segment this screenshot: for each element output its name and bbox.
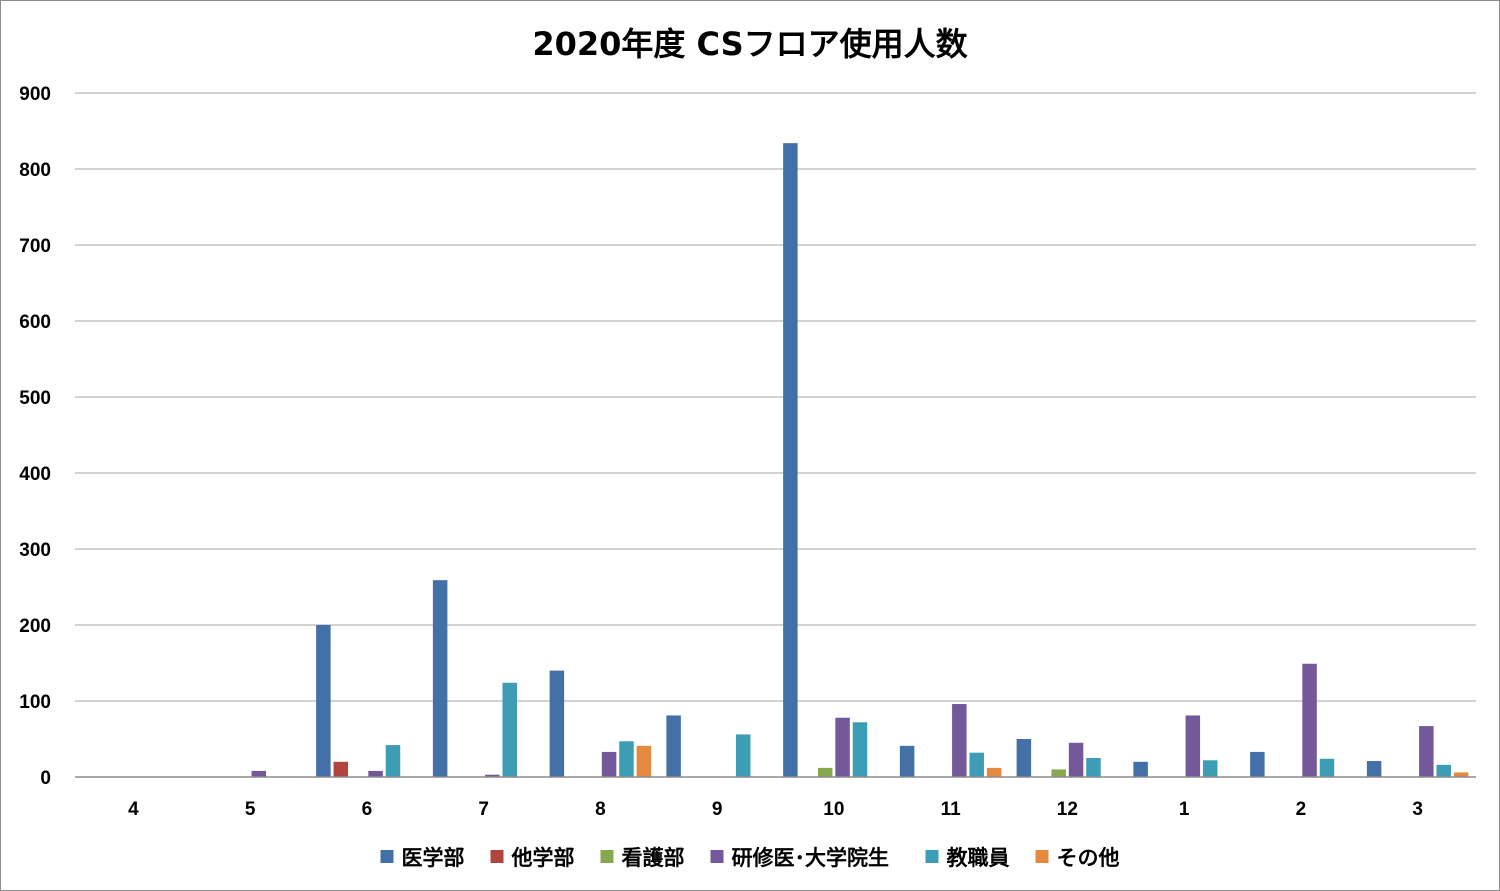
y-tick-label: 800 — [19, 160, 51, 181]
legend-swatch — [600, 850, 614, 863]
x-tick-label: 6 — [362, 799, 373, 820]
bar — [316, 625, 331, 777]
bar — [485, 774, 500, 777]
bar — [1250, 751, 1265, 777]
legend-swatch — [925, 850, 939, 863]
bar — [1051, 769, 1066, 777]
bar — [952, 704, 967, 777]
bar — [1319, 758, 1335, 777]
legend-label: 看護部 — [622, 846, 685, 870]
bar — [1453, 772, 1469, 777]
bar — [619, 741, 634, 777]
y-tick-label: 500 — [19, 388, 51, 409]
bar — [1016, 739, 1032, 777]
x-tick-label: 10 — [823, 799, 844, 820]
legend-label: 教職員 — [947, 846, 1010, 870]
y-tick-label: 900 — [19, 84, 51, 105]
legend-swatch — [380, 850, 394, 863]
chart-title: 2020年度 CSフロア使用人数 — [532, 25, 968, 63]
bar — [1436, 764, 1451, 777]
legend-swatch — [490, 850, 504, 863]
bar — [502, 682, 517, 777]
x-tick-label: 9 — [712, 799, 723, 820]
legend-label: その他 — [1057, 846, 1120, 870]
bar — [1419, 726, 1434, 777]
legend: 医学部 他学部 看護部 研修医･大学院生 教職員 その他 — [380, 846, 1120, 870]
bar — [1185, 715, 1201, 777]
bar — [1202, 760, 1218, 777]
x-tick-label: 5 — [245, 799, 256, 820]
bar — [333, 761, 349, 777]
x-tick-label: 4 — [128, 799, 139, 820]
bar — [899, 745, 915, 777]
legend-label: 研修医･大学院生 — [732, 846, 890, 870]
y-tick-label: 0 — [40, 768, 51, 789]
x-tick-label: 2 — [1296, 799, 1307, 820]
bar — [817, 767, 833, 777]
legend-label: 他学部 — [511, 846, 575, 870]
bar — [835, 717, 850, 777]
y-tick-label: 400 — [19, 464, 51, 485]
bar — [432, 580, 448, 777]
y-tick-label: 600 — [19, 312, 51, 333]
bar — [735, 734, 751, 777]
x-tick-label: 12 — [1057, 799, 1078, 820]
x-tick-label: 3 — [1412, 799, 1423, 820]
legend-label: 医学部 — [402, 846, 465, 870]
x-tick-label: 1 — [1179, 799, 1190, 820]
bar — [986, 767, 1002, 777]
legend-swatch — [710, 850, 724, 863]
grid-lines — [75, 92, 1476, 702]
bar — [783, 143, 798, 777]
bar — [852, 722, 868, 777]
y-tick-label: 300 — [19, 540, 51, 561]
bar — [601, 751, 617, 777]
bar — [1366, 761, 1382, 777]
bar — [251, 770, 267, 777]
bar — [1068, 742, 1084, 777]
x-tick-label: 11 — [941, 799, 962, 820]
y-tick-label: 200 — [19, 616, 51, 637]
x-tick-label: 7 — [478, 799, 489, 820]
x-tick-label: 8 — [595, 799, 606, 820]
bars — [251, 143, 1469, 777]
bar — [1086, 758, 1101, 777]
bar — [385, 745, 401, 777]
bar — [969, 752, 984, 777]
bar — [549, 670, 565, 777]
bar — [666, 715, 681, 777]
legend-swatch — [1035, 850, 1049, 863]
bar — [636, 745, 652, 777]
y-tick-label: 700 — [19, 236, 51, 257]
y-tick-label: 100 — [19, 692, 51, 713]
bar — [368, 770, 383, 777]
bar — [1133, 761, 1148, 777]
bar — [1302, 663, 1317, 777]
